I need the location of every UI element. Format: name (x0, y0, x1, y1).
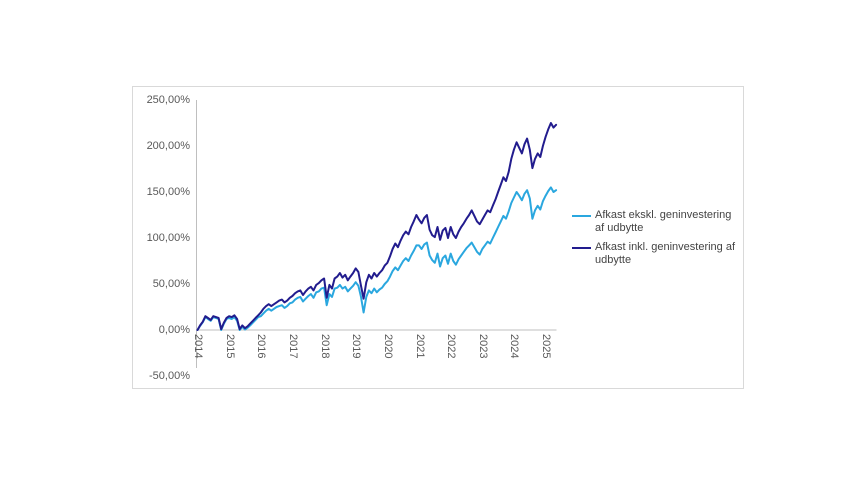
legend-label: Afkast ekskl. geninvestering af udbytte (595, 209, 732, 234)
plot-area (196, 100, 558, 368)
legend-line-swatch-icon (572, 215, 591, 217)
legend-line-swatch-icon (572, 247, 591, 249)
y-axis-tick-label: 200,00% (146, 139, 190, 152)
x-axis-tick-label: 2021 (413, 334, 426, 359)
x-axis-tick-label: 2023 (476, 334, 489, 359)
legend-item: Afkast ekskl. geninvestering af udbytte (572, 209, 740, 235)
y-axis-tick-label: 150,00% (146, 185, 190, 198)
x-axis-tick-label: 2015 (223, 334, 236, 359)
x-axis-tick-label: 2019 (350, 334, 363, 359)
x-axis-tick-label: 2025 (540, 334, 553, 359)
x-axis-tick-label: 2020 (381, 334, 394, 359)
x-axis-tick-label: 2014 (192, 334, 204, 359)
legend-item: Afkast inkl. geninvestering af udbytte (572, 241, 740, 267)
y-axis-tick-label: 50,00% (152, 277, 190, 290)
x-axis-tick-label: 2018 (318, 334, 331, 359)
y-axis-tick-label: 250,00% (146, 93, 190, 106)
x-axis-tick-label: 2016 (255, 334, 268, 359)
series-line-ekskl-udbytte (196, 186, 558, 331)
x-axis-tick-label: 2024 (508, 334, 521, 359)
x-axis-tick-label: 2017 (286, 334, 299, 359)
x-axis-tick-label: 2022 (445, 334, 458, 359)
y-axis-tick-label: 100,00% (146, 231, 190, 244)
series-line-inkl-udbytte (196, 122, 558, 331)
chart-frame (132, 86, 744, 389)
y-axis-tick-label: -50,00% (149, 369, 190, 382)
legend-label: Afkast inkl. geninvestering af udbytte (595, 241, 736, 266)
y-axis-tick-label: 0,00% (158, 323, 190, 336)
